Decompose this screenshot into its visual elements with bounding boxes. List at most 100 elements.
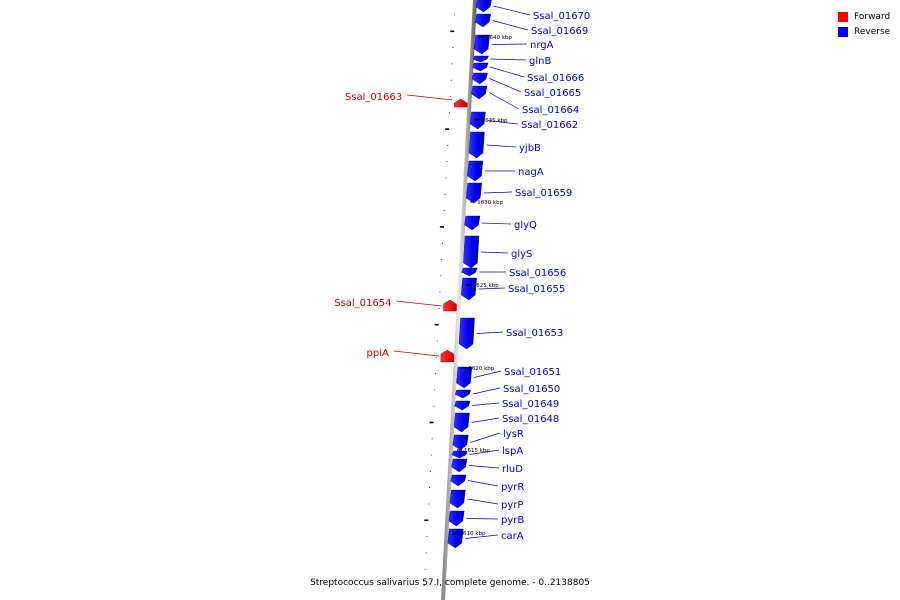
gene-label[interactable]: Ssal_01651 <box>504 367 561 378</box>
gene-leader-line <box>465 534 499 539</box>
gene-arrow[interactable] <box>447 528 464 549</box>
gene-leader-line <box>471 417 500 423</box>
gene-label[interactable]: yjbB <box>519 143 541 154</box>
gene-arrow[interactable] <box>454 389 471 399</box>
gene-ssal-01656[interactable]: Ssal_01656 <box>461 267 567 279</box>
gene-glys[interactable]: glyS <box>463 235 532 269</box>
gene-rlud[interactable]: rluD <box>451 458 524 475</box>
gene-arrow[interactable] <box>471 72 488 85</box>
gene-label[interactable]: Ssal_01663 <box>345 92 402 103</box>
gene-label[interactable]: Ssal_01649 <box>502 399 559 410</box>
gene-arrow[interactable] <box>451 450 468 459</box>
legend-forward-label: Forward <box>854 11 891 22</box>
gene-label[interactable]: nagA <box>518 167 544 178</box>
genome-caption: Streptococcus salivarius 57.I, complete … <box>310 578 590 588</box>
gene-leader-line <box>393 350 439 357</box>
gene-arrow[interactable] <box>475 0 492 13</box>
gene-label[interactable]: carA <box>501 531 524 542</box>
gene-arrow[interactable] <box>460 277 477 301</box>
gene-arrow[interactable] <box>471 85 488 100</box>
gene-leader-line <box>472 402 500 406</box>
gene-nrga[interactable]: nrgA <box>473 34 554 55</box>
gene-arrow[interactable] <box>475 13 491 28</box>
gene-label[interactable]: lspA <box>502 446 523 457</box>
legend-forward: Forward <box>838 9 890 24</box>
gene-arrow[interactable] <box>451 458 468 473</box>
gene-glyq[interactable]: glyQ <box>464 215 537 231</box>
gene-label[interactable]: Ssal_01653 <box>506 328 563 339</box>
gene-glnb[interactable]: glnB <box>472 55 551 67</box>
gene-arrow[interactable] <box>440 349 455 363</box>
gene-pyrp[interactable]: pyrP <box>449 489 524 511</box>
gene-label[interactable]: glyQ <box>514 220 537 231</box>
gene-ssal-01670[interactable]: Ssal_01670 <box>475 0 590 22</box>
gene-label[interactable]: rluD <box>502 464 523 475</box>
gene-arrow[interactable] <box>461 267 478 277</box>
gene-ssal-01665[interactable]: Ssal_01665 <box>471 72 581 99</box>
gene-ssal-01666[interactable]: Ssal_01666 <box>472 62 585 84</box>
gene-label[interactable]: Ssal_01654 <box>334 298 391 309</box>
gene-ssal-01650[interactable]: Ssal_01650 <box>454 384 560 399</box>
gene-naga[interactable]: nagA <box>467 160 544 182</box>
gene-label[interactable]: glyS <box>511 249 532 260</box>
gene-label[interactable]: Ssal_01670 <box>533 11 590 22</box>
gene-lspa[interactable]: lspA <box>451 446 523 459</box>
gene-ssal-01663[interactable]: Ssal_01663 <box>345 92 468 108</box>
gene-ssal-01669[interactable]: Ssal_01669 <box>475 13 588 37</box>
scale-label: 1615 kbp <box>464 448 490 454</box>
gene-arrow[interactable] <box>464 215 481 231</box>
gene-arrow[interactable] <box>454 400 471 411</box>
gene-yjbb[interactable]: yjbB <box>468 131 541 159</box>
gene-arrow[interactable] <box>448 510 465 527</box>
gene-label[interactable]: ppiA <box>367 348 389 359</box>
gene-label[interactable]: Ssal_01650 <box>503 384 560 395</box>
gene-arrow[interactable] <box>456 366 473 389</box>
gene-label[interactable]: Ssal_01648 <box>502 414 559 425</box>
gene-label[interactable]: nrgA <box>530 40 554 51</box>
gene-ssal-01653[interactable]: Ssal_01653 <box>458 317 563 350</box>
gene-arrow[interactable] <box>473 34 490 55</box>
gene-label[interactable]: Ssal_01666 <box>527 73 584 84</box>
gene-arrow[interactable] <box>468 131 485 159</box>
gene-arrow[interactable] <box>458 317 475 350</box>
gene-arrow[interactable] <box>453 412 470 433</box>
gene-arrow[interactable] <box>443 299 457 312</box>
gene-label[interactable]: Ssal_01669 <box>531 26 588 37</box>
gene-arrow[interactable] <box>454 98 468 108</box>
gene-leader-line <box>490 58 527 61</box>
gene-label[interactable]: Ssal_01655 <box>508 284 565 295</box>
gene-leader-line <box>481 222 512 225</box>
gene-arrow[interactable] <box>472 55 489 63</box>
gene-ssal-01649[interactable]: Ssal_01649 <box>454 399 560 411</box>
gene-label[interactable]: Ssal_01664 <box>522 105 579 116</box>
gene-pyrr[interactable]: pyrR <box>450 474 525 493</box>
gene-label[interactable]: glnB <box>529 56 551 67</box>
gene-cara[interactable]: carA <box>447 528 524 549</box>
gene-label[interactable]: pyrB <box>501 515 524 526</box>
gene-ssal-01648[interactable]: Ssal_01648 <box>453 412 559 433</box>
forward-swatch <box>838 11 848 22</box>
gene-leader-line <box>468 480 499 487</box>
gene-arrow[interactable] <box>467 160 484 182</box>
gene-arrow[interactable] <box>463 235 480 269</box>
gene-pyrb[interactable]: pyrB <box>448 510 525 527</box>
gene-ppia[interactable]: ppiA <box>367 348 455 363</box>
gene-label[interactable]: Ssal_01656 <box>509 268 566 279</box>
gene-ssal-01655[interactable]: Ssal_01655 <box>460 277 565 301</box>
gene-ssal-01664[interactable]: Ssal_01664 <box>471 85 579 116</box>
gene-label[interactable]: pyrP <box>501 500 523 511</box>
gene-label[interactable]: pyrR <box>501 482 524 493</box>
gene-label[interactable]: Ssal_01665 <box>524 88 581 99</box>
gene-label[interactable]: lysR <box>503 429 524 440</box>
gene-lysr[interactable]: lysR <box>452 429 524 451</box>
gene-label[interactable]: Ssal_01662 <box>521 120 578 131</box>
gene-arrow[interactable] <box>472 62 489 72</box>
gene-ssal-01654[interactable]: Ssal_01654 <box>334 298 457 312</box>
gene-ssal-01659[interactable]: Ssal_01659 <box>466 182 572 204</box>
gene-ssal-01651[interactable]: Ssal_01651 <box>456 366 561 389</box>
gene-arrow[interactable] <box>452 434 469 451</box>
gene-label[interactable]: Ssal_01659 <box>515 188 572 199</box>
gene-arrow[interactable] <box>450 474 467 487</box>
gene-arrow[interactable] <box>466 182 482 204</box>
gene-arrow[interactable] <box>449 489 466 509</box>
